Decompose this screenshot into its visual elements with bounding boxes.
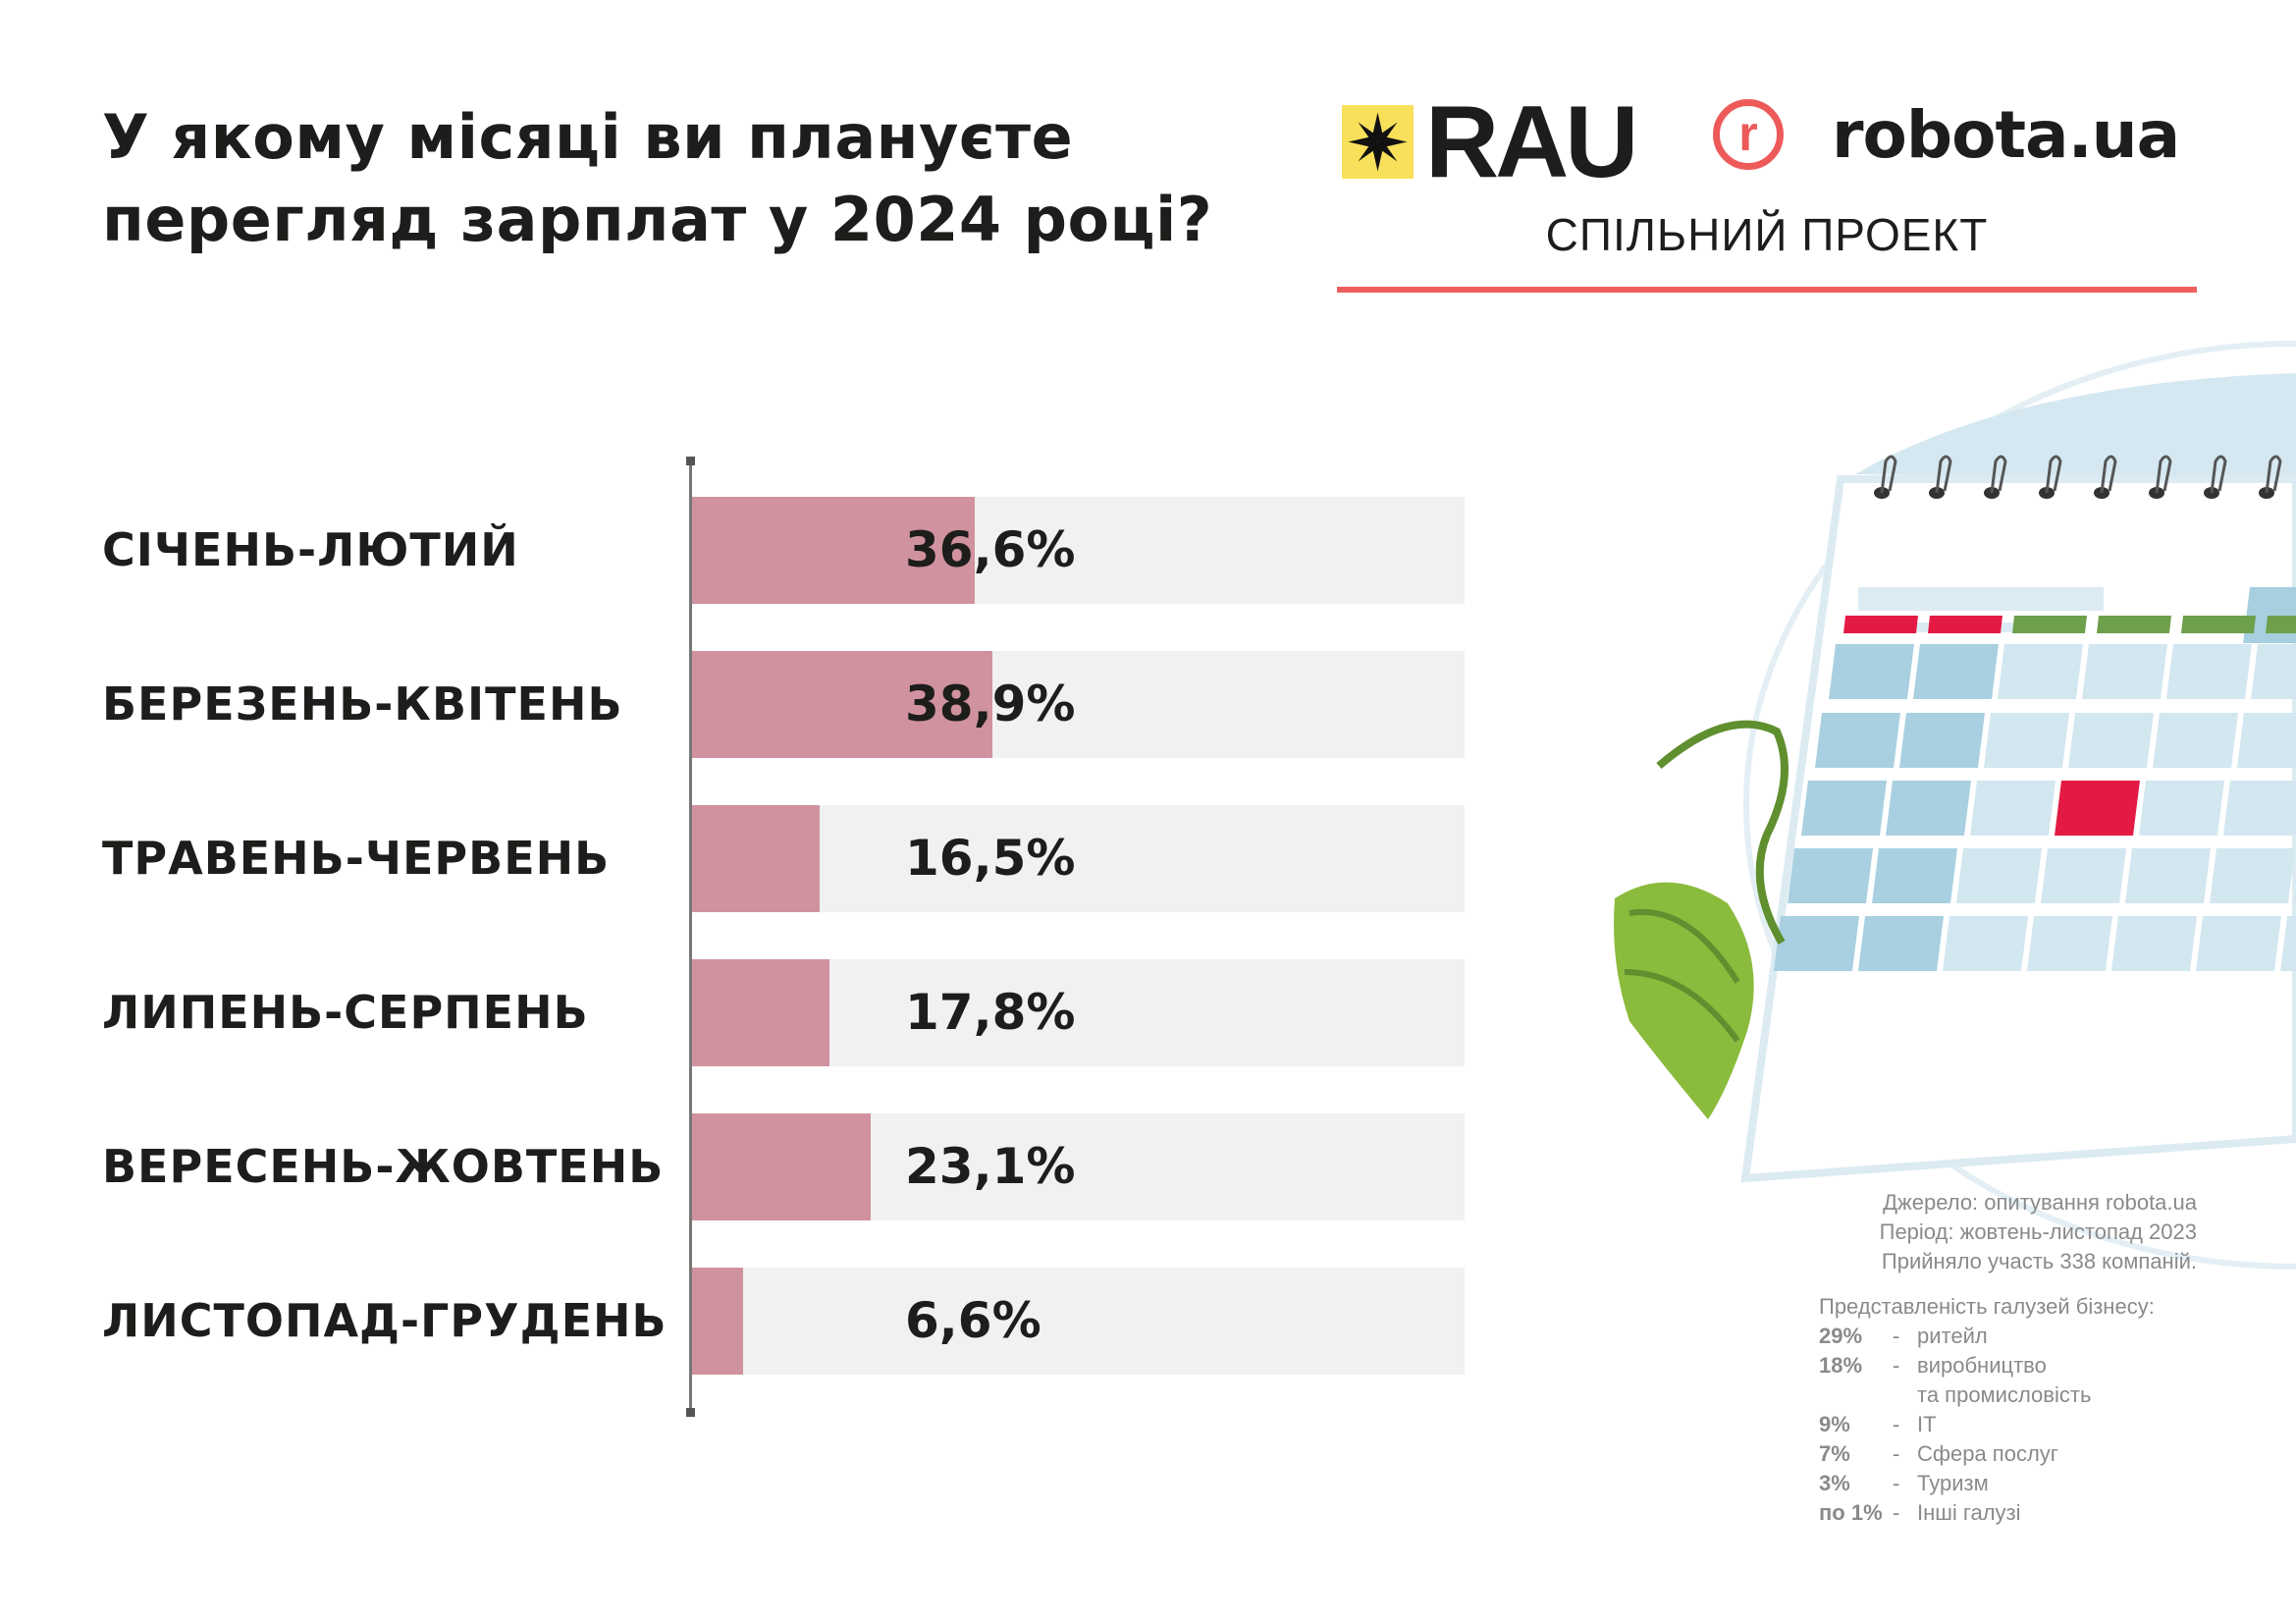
industry-row: та промисловість: [1819, 1380, 2155, 1410]
value-label: 23,1%: [905, 1138, 1076, 1195]
industry-dash: -: [1893, 1471, 1900, 1495]
industry-percent: 18%: [1819, 1353, 1863, 1378]
industry-percent: 9%: [1819, 1412, 1850, 1436]
industry-dash: -: [1893, 1441, 1900, 1466]
industry-name: IT: [1917, 1412, 1937, 1436]
category-label: ВЕРЕСЕНЬ-ЖОВТЕНЬ: [102, 1140, 665, 1193]
industry-row: 7% - Сфера послуг: [1819, 1439, 2155, 1469]
industries-notes: Представленість галузей бізнесу: 29% - рит…: [1819, 1292, 2155, 1528]
industry-name: виробництво: [1917, 1353, 2047, 1378]
industry-row: 3% - Туризм: [1819, 1469, 2155, 1498]
value-label: 6,6%: [905, 1292, 1041, 1349]
bar: [692, 497, 976, 604]
category-label: ЛИСТОПАД-ГРУДЕНЬ: [102, 1294, 667, 1347]
industry-row: 9% - IT: [1819, 1410, 2155, 1439]
bar: [692, 1268, 743, 1375]
industry-dash: -: [1893, 1324, 1900, 1348]
industry-percent: 7%: [1819, 1441, 1850, 1466]
industries-title: Представленість галузей бізнесу:: [1819, 1294, 2155, 1319]
axis-tick-top: [686, 457, 695, 465]
category-label: СІЧЕНЬ-ЛЮТИЙ: [102, 523, 519, 576]
bar-track: [692, 497, 1465, 604]
bar: [692, 651, 993, 758]
industry-name: та промисловість: [1917, 1382, 2092, 1407]
industry-name: Туризм: [1917, 1471, 1989, 1495]
industry-percent: [1819, 1380, 1893, 1410]
title-line-1: У якому місяці ви плануєте: [102, 101, 1074, 173]
participants-line: Прийняло участь 338 компаній.: [1881, 1249, 2197, 1273]
industry-percent: 29%: [1819, 1324, 1863, 1348]
category-label: БЕРЕЗЕНЬ-КВІТЕНЬ: [102, 677, 623, 731]
industry-row: 18% - виробництво: [1819, 1351, 2155, 1380]
title-line-2: перегляд зарплат у 2024 році?: [102, 184, 1213, 255]
industry-percent: 3%: [1819, 1471, 1850, 1495]
value-label: 16,5%: [905, 830, 1076, 887]
industry-dash: -: [1893, 1412, 1900, 1436]
robota-logo-letter: r: [1738, 106, 1758, 161]
bar: [692, 1113, 871, 1220]
bar: [692, 805, 820, 912]
value-label: 38,9%: [905, 676, 1076, 732]
industry-name: Сфера послуг: [1917, 1441, 2058, 1466]
industry-dash: -: [1893, 1353, 1900, 1378]
source-line: Джерело: опитування robota.ua: [1883, 1190, 2197, 1215]
bar-track: [692, 959, 1465, 1066]
industry-percent: по 1%: [1819, 1500, 1883, 1525]
period-line: Період: жовтень-листопад 2023: [1879, 1219, 2197, 1244]
chart-axis: [689, 460, 692, 1412]
robota-logo-icon: r: [1713, 99, 1784, 170]
joint-project-label: СПІЛЬНИЙ ПРОЕКТ: [1545, 209, 1989, 260]
value-label: 36,6%: [905, 521, 1076, 578]
industry-dash: [1893, 1380, 1917, 1410]
bar: [692, 959, 830, 1066]
industry-name: Інші галузі: [1917, 1500, 2021, 1525]
category-label: ТРАВЕНЬ-ЧЕРВЕНЬ: [102, 832, 611, 885]
value-label: 17,8%: [905, 984, 1076, 1041]
rau-logo: RAU: [1425, 85, 1638, 199]
category-label: ЛИПЕНЬ-СЕРПЕНЬ: [102, 986, 589, 1039]
robota-logo: robota.ua: [1832, 97, 2180, 173]
bar-track: [692, 805, 1465, 912]
page-title: У якому місяці ви плануєте перегляд зарп…: [102, 96, 1212, 261]
industry-row: 29% - ритейл: [1819, 1322, 2155, 1351]
axis-tick-bottom: [686, 1408, 695, 1417]
bar-track: [692, 1113, 1465, 1220]
industry-dash: -: [1893, 1500, 1900, 1525]
industry-row: по 1% - Інші галузі: [1819, 1498, 2155, 1528]
industry-name: ритейл: [1917, 1324, 1988, 1348]
header-divider: [1337, 287, 2197, 293]
rau-logo-star-icon: [1342, 105, 1414, 179]
bar-track: [692, 651, 1465, 758]
source-notes: Джерело: опитування robota.ua Період: жо…: [1880, 1188, 2197, 1276]
bar-track: [692, 1268, 1465, 1375]
